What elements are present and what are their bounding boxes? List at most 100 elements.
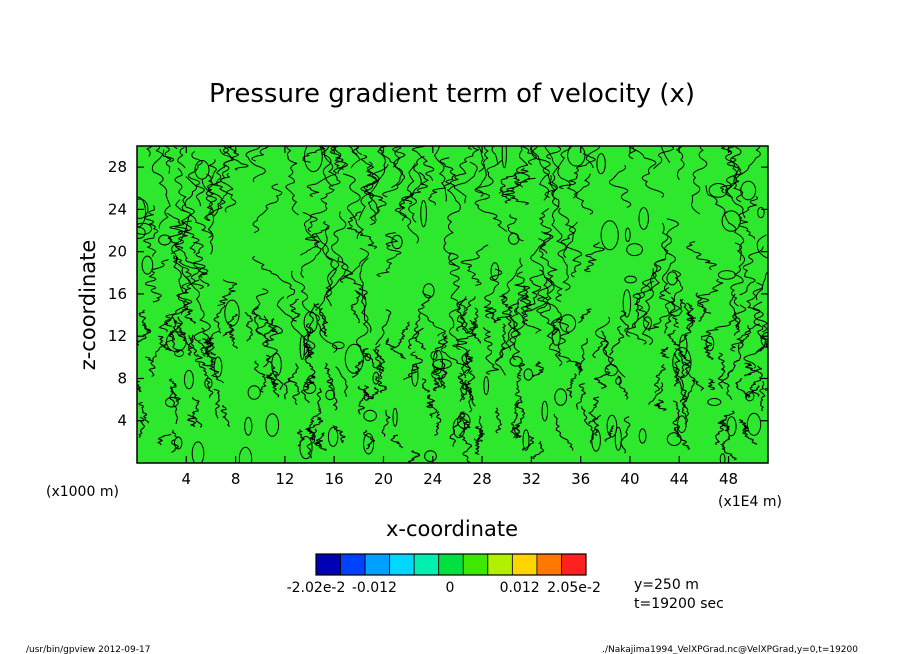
contour-loop [541,400,549,422]
contour-line [457,372,468,402]
contour-line [678,354,686,391]
contour-line [417,291,446,337]
contour-line [491,146,499,165]
contour-line [585,146,601,169]
contour-line [501,257,523,303]
contour-line [385,337,406,360]
contour-line [137,380,142,393]
contour-line [536,276,553,314]
contour-line [566,373,577,399]
contour-line [745,385,760,398]
contour-line [460,311,468,333]
contour-line [217,279,238,307]
contour-line [324,362,334,391]
contour-loop [325,389,336,401]
y-tick-label: 8 [117,369,127,387]
contour-line [181,267,211,342]
contour-line [730,323,760,352]
contour-line [676,146,685,181]
contour-line [464,370,476,394]
contour-line [329,377,338,411]
contour-line [354,289,369,358]
contour-loop [137,226,146,239]
contour-line [254,360,267,393]
contour-line [543,278,562,326]
contour-loop [638,428,647,444]
contour-line [661,222,676,295]
colorbar-cell [364,553,391,576]
contour-line [462,352,473,367]
contour-line [696,278,724,314]
contour-line [391,146,402,189]
contour-line [375,376,387,393]
contour-line [315,225,340,311]
contour-line [501,177,536,205]
contour-line [578,308,592,324]
contour-loop [392,407,398,427]
contour-line [265,354,284,391]
contour-line [316,387,323,411]
y-tick-label: 20 [108,243,127,261]
contour-loop [745,391,755,402]
contour-line [557,207,576,291]
contour-loop [705,335,715,352]
contour-line [337,256,353,283]
contour-line [306,162,347,197]
contour-line [376,232,402,277]
contour-line [193,241,209,279]
contour-line [705,185,745,261]
contour-loop [420,200,427,228]
contour-line [302,146,326,163]
contour-line [725,146,746,219]
contour-line [314,303,328,337]
contour-line [506,214,524,242]
contour-line [514,374,523,407]
contour-loop [615,377,622,386]
contour-line [714,422,726,446]
contour-line [609,325,625,356]
chart-title: Pressure gradient term of velocity (x) [209,79,695,109]
contour-line [619,310,630,337]
contour-loop [757,206,765,219]
contour-line [759,380,766,412]
contour-line [510,402,520,439]
contour-loop [299,335,305,360]
contour-line [648,382,664,405]
contour-line [639,259,665,300]
contour-line [432,379,440,392]
contour-loop [551,327,561,346]
contour-line [631,292,641,329]
contour-loop [622,289,632,318]
contour-loop [244,416,253,436]
contour-line [730,242,746,307]
contour-line [213,304,226,334]
contour-loop [508,232,520,245]
x-unit-left: (x1000 m) [46,484,119,500]
contour-line [334,146,348,175]
contour-line [701,304,747,341]
contour-line [483,268,503,319]
contour-loop [679,334,688,358]
contour-line [521,435,535,451]
contour-line [308,416,324,430]
contour-line [399,163,419,244]
contour-line [690,146,708,215]
contour-line [276,296,316,349]
contour-line [474,159,508,233]
contour-line [738,419,749,434]
contour-line [174,167,187,212]
contour-loop [247,385,261,400]
contour-line [202,338,210,357]
contour-loop [158,234,172,246]
contour-line [461,296,476,332]
contour-line [678,317,696,344]
contour-loop [559,314,577,333]
contour-line [413,327,426,351]
contour-line [412,146,435,181]
contour-line [743,301,767,369]
contour-loop [746,412,762,436]
contour-line [521,296,547,334]
contour-line [531,361,544,377]
contour-loop [424,450,437,463]
contour-line [494,407,502,434]
